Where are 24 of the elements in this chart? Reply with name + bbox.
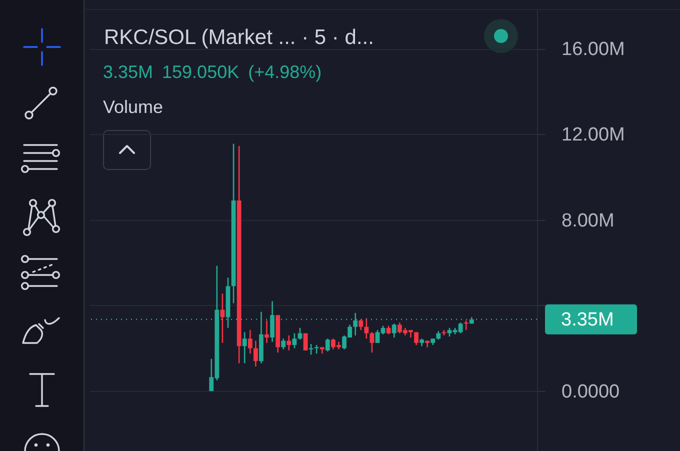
ref-line-label: 3.35M — [561, 309, 614, 330]
candlestick — [392, 322, 396, 338]
candlestick — [303, 332, 308, 352]
candlestick — [308, 343, 314, 356]
candlestick — [286, 334, 292, 352]
candlestick — [248, 329, 252, 354]
candlestick — [358, 318, 364, 331]
y-tick-label: 8.00M — [562, 210, 614, 232]
candlestick — [242, 332, 247, 364]
text: 3.35M 159.050K (+4.98%) — [103, 62, 322, 82]
text: Volume — [103, 97, 164, 117]
candlestick — [364, 318, 369, 340]
y-tick-label: 16.00M — [562, 39, 625, 60]
candlestick — [220, 293, 225, 344]
candlestick — [281, 338, 286, 350]
candlestick — [253, 340, 258, 368]
candlestick — [292, 332, 297, 349]
y-tick-label: 0.0000 — [562, 382, 620, 403]
candlestick — [325, 338, 330, 352]
candlestick — [264, 320, 269, 344]
candlestick — [414, 332, 418, 346]
y-tick-label: 12.00M — [562, 124, 625, 146]
text: RKC/SOL (Market ... · 5 · d... — [104, 26, 374, 49]
candlestick — [464, 320, 468, 331]
